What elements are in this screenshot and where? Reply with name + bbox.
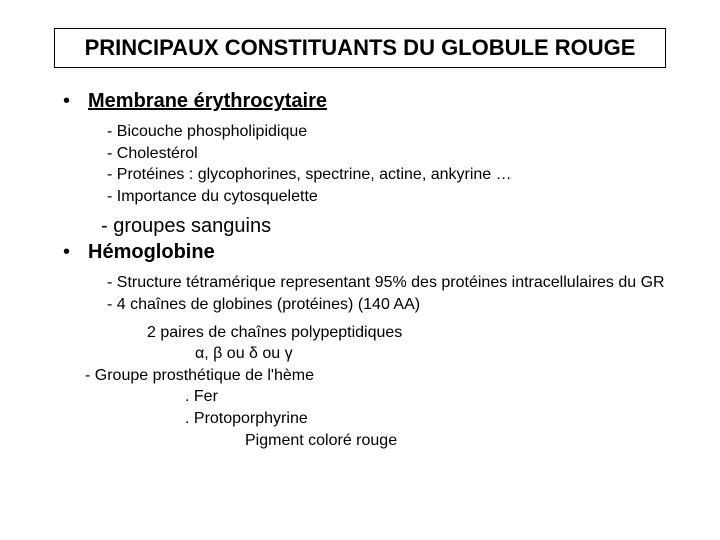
heading-membrane: Membrane érythrocytaire xyxy=(88,90,327,113)
hb-line-6: . Fer xyxy=(185,386,675,408)
hb-line-8: Pigment coloré rouge xyxy=(245,430,675,452)
slide-title-box: PRINCIPAUX CONSTITUANTS DU GLOBULE ROUGE xyxy=(54,28,666,68)
bullet-dot-icon: • xyxy=(63,91,70,111)
slide-body: PRINCIPAUX CONSTITUANTS DU GLOBULE ROUGE… xyxy=(0,0,720,540)
hb-line-5: - Groupe prosthétique de l'hème xyxy=(85,365,675,387)
membrane-line-4: - Importance du cytosquelette xyxy=(107,186,675,208)
membrane-sublist: - Bicouche phospholipidique - Cholestéro… xyxy=(107,121,675,207)
bullet-membrane: • Membrane érythrocytaire xyxy=(63,90,675,113)
bullet-hemoglobine: • Hémoglobine xyxy=(63,241,675,264)
hb-line-2: - 4 chaînes de globines (protéines) (140… xyxy=(107,294,675,316)
hb-line-7: . Protoporphyrine xyxy=(185,408,675,430)
hb-line-3: 2 paires de chaînes polypeptidiques xyxy=(147,322,675,344)
slide-title: PRINCIPAUX CONSTITUANTS DU GLOBULE ROUGE xyxy=(85,35,636,60)
membrane-line-2: - Cholestérol xyxy=(107,143,675,165)
membrane-line-1: - Bicouche phospholipidique xyxy=(107,121,675,143)
hemoglobine-sublist: - Structure tétramérique representant 95… xyxy=(107,272,675,315)
groupes-sanguins-line: - groupes sanguins xyxy=(101,213,675,239)
hb-line-4: α, β ou δ ou γ xyxy=(195,343,675,365)
hb-line-5-wrap: - Groupe prosthétique de l'hème xyxy=(85,365,675,387)
membrane-line-3: - Protéines : glycophorines, spectrine, … xyxy=(107,164,675,186)
bullet-dot-icon: • xyxy=(63,242,70,262)
hb-line-1: - Structure tétramérique representant 95… xyxy=(107,272,675,294)
heading-hemoglobine: Hémoglobine xyxy=(88,241,215,264)
